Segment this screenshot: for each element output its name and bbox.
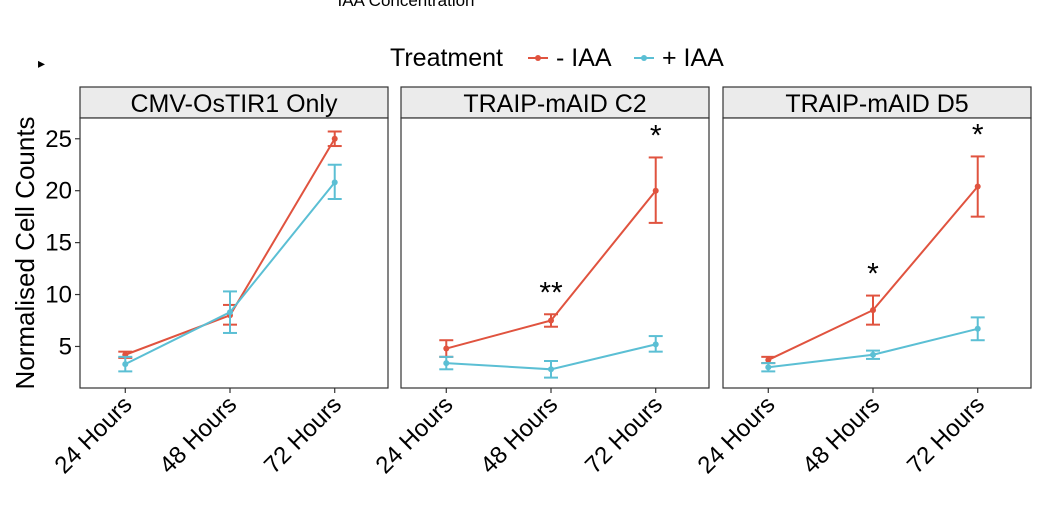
x-tick-label: 24 Hours: [371, 391, 459, 479]
data-point-plus-iaa: [227, 309, 233, 316]
data-point-minus-iaa: [652, 187, 659, 194]
legend: Treatment - IAA + IAA: [390, 44, 724, 72]
significance-marker: **: [539, 276, 563, 309]
legend-title: Treatment: [390, 44, 503, 72]
significance-marker: *: [650, 119, 662, 152]
x-tick-label: 72 Hours: [259, 391, 347, 479]
panel-frame-traip-maid-d5: [722, 117, 1032, 389]
data-point-plus-iaa: [652, 341, 659, 348]
data-point-plus-iaa: [443, 360, 450, 367]
legend-key-minus-iaa-point: [535, 55, 541, 61]
x-tick-label: 72 Hours: [902, 391, 990, 479]
data-point-plus-iaa: [870, 351, 876, 358]
data-point-plus-iaa: [331, 179, 338, 186]
legend-label-plus-iaa: + IAA: [662, 44, 724, 72]
x-tick-label: 24 Hours: [50, 391, 138, 479]
stray-mark: ▸: [38, 55, 45, 71]
y-tick-label: 20: [45, 178, 72, 205]
x-tick-label: 48 Hours: [154, 391, 242, 479]
panel-frame-cmv-ostir1-only: [79, 117, 389, 389]
top-caption: IAA Concentration: [337, 0, 474, 10]
significance-marker: *: [867, 258, 879, 291]
data-point-plus-iaa: [548, 366, 554, 373]
data-point-minus-iaa: [870, 307, 876, 314]
data-point-minus-iaa: [443, 345, 450, 352]
data-point-plus-iaa: [974, 325, 981, 332]
y-tick-label: 10: [45, 282, 72, 309]
data-point-plus-iaa: [765, 364, 772, 371]
panel-strip-traip-maid-c2: [400, 86, 710, 119]
x-tick-label: 48 Hours: [797, 391, 885, 479]
data-point-minus-iaa: [974, 183, 981, 190]
panel-title-cmv-ostir1-only: CMV-OsTIR1 Only: [131, 90, 338, 118]
y-axis-title: Normalised Cell Counts: [10, 116, 40, 389]
data-point-minus-iaa: [765, 356, 772, 363]
data-point-minus-iaa: [331, 135, 338, 142]
panel-strip-traip-maid-d5: [722, 86, 1032, 119]
legend-label-minus-iaa: - IAA: [556, 44, 612, 72]
y-tick-label: 25: [45, 126, 72, 153]
panel-title-traip-maid-d5: TRAIP-mAID D5: [785, 90, 968, 118]
x-tick-label: 48 Hours: [475, 391, 563, 479]
data-point-minus-iaa: [548, 317, 554, 324]
y-tick-label: 15: [45, 230, 72, 257]
y-tick-label: 5: [59, 333, 72, 360]
significance-marker: *: [972, 118, 984, 151]
legend-key-plus-iaa-point: [641, 55, 647, 61]
x-tick-label: 72 Hours: [580, 391, 668, 479]
panel-title-traip-maid-c2: TRAIP-mAID C2: [463, 90, 646, 118]
x-tick-label: 24 Hours: [693, 391, 781, 479]
data-point-plus-iaa: [122, 361, 129, 368]
